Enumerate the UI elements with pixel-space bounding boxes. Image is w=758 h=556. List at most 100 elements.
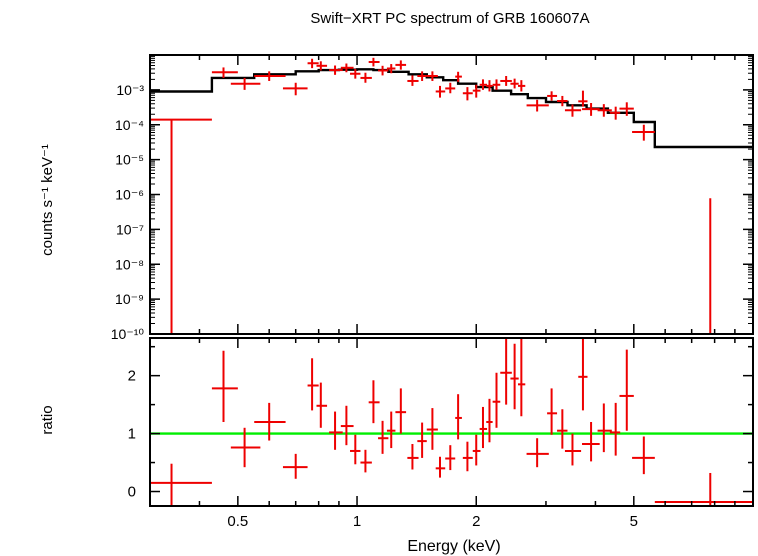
ratio-point-26 [500,338,512,405]
spectrum-point-17 [426,71,438,81]
spectrum-point-26 [500,75,512,86]
ratio-point-29 [526,438,549,468]
spectrum-point-16 [417,71,427,81]
ratio-point-10 [360,449,372,473]
spectrum-point-25 [492,79,501,90]
spectrum-point-24 [486,80,493,92]
spectrum-point-21 [462,87,473,101]
x-tick-label-0: 0.5 [227,513,248,530]
spectrum-data-points [150,57,753,335]
ratio-point-31 [557,409,568,449]
spectrum-point-3 [254,71,286,81]
spectrum-point-32 [564,104,582,117]
spectrum-point-30 [547,91,558,101]
spectrum-point-35 [597,104,612,117]
ratio-point-15 [407,444,419,470]
spectrum-point-28 [518,80,526,92]
ratio-point-33 [578,338,588,411]
ratio-point-6 [316,382,328,428]
spectrum-point-6 [316,61,328,71]
spectrum-panel: 10⁻³ 10⁻⁴ 10⁻⁵ 10⁻⁶ 10⁻⁷ 10⁻⁸ 10⁻⁹ 10⁻¹⁰ counts… [39,54,754,342]
spectrum-point-22 [472,84,481,98]
spectrum-point-37 [619,102,634,116]
spectrum-point-31 [557,95,568,107]
x-tick-label-1: 1 [353,513,361,530]
ratio-point-5 [307,358,319,411]
spectrum-point-2 [230,77,261,90]
spectrum-point-5 [307,58,319,69]
ratio-point-34 [582,422,600,462]
ratio-point-12 [378,420,389,454]
x-axis-label: Energy (keV) [407,538,500,555]
ratio-point-20 [455,394,462,440]
ratio-point-3 [254,402,286,441]
spectrum-point-1 [211,67,238,78]
ratio-point-13 [386,411,396,449]
spectrum-point-8 [340,63,354,73]
ratio-point-25 [492,372,501,428]
ratio-point-7 [329,411,343,450]
x-tick-label-2: 2 [472,513,480,530]
spectrum-y-tick-label-0: 10⁻³ [116,82,144,98]
chart-title: Swift−XRT PC spectrum of GRB 160607A [310,10,589,27]
spectrum-point-13 [386,64,396,74]
ratio-y-axis-label: ratio [39,405,56,434]
spectrum-point-4 [282,82,308,96]
spectrum-y-axis-label: counts s⁻¹ keV⁻¹ [39,144,56,256]
ratio-point-24 [486,398,493,443]
spectrum-point-19 [445,82,456,94]
ratio-point-11 [368,380,380,424]
spectrum-point-18 [435,85,446,98]
ratio-point-2 [230,427,261,468]
ratio-point-19 [445,445,456,471]
spectrum-point-27 [510,78,519,89]
spectrum-point-7 [329,65,343,75]
spectrum-y-tick-label-1: 10⁻⁴ [115,117,144,133]
ratio-point-0 [150,463,212,506]
ratio-data-points [150,338,753,506]
ratio-point-9 [350,434,361,465]
ratio-panel: 0.5 1 2 5 0 1 2 ratio Energy (keV) [39,337,754,555]
spectrum-point-33 [578,90,588,107]
ratio-axis-ticks: 0.5 1 2 5 0 1 2 [128,338,754,530]
spectrum-point-12 [378,65,389,76]
ratio-y-tick-label-2: 2 [128,368,136,385]
spectrum-y-tick-label-2: 10⁻⁵ [115,152,144,168]
ratio-point-39 [654,472,753,506]
spectrum-point-9 [350,68,361,79]
spectrum-panel-frame [149,54,754,335]
spectrum-y-tick-label-7: 10⁻¹⁰ [111,326,145,342]
ratio-point-16 [417,422,427,458]
ratio-point-35 [597,403,612,453]
ratio-y-tick-label-0: 0 [128,484,136,501]
ratio-point-21 [462,441,473,472]
spectrum-point-23 [479,79,488,90]
ratio-point-1 [211,350,238,422]
spectrum-point-15 [407,75,419,86]
spectrum-point-11 [368,57,380,67]
ratio-panel-frame [149,337,754,507]
ratio-point-28 [518,338,526,417]
spectrum-point-0 [150,118,212,334]
ratio-point-37 [619,349,634,431]
ratio-point-8 [340,405,354,446]
ratio-point-22 [472,434,481,466]
spectrum-point-20 [455,71,462,82]
spectrum-y-tick-label-6: 10⁻⁹ [115,291,144,307]
ratio-point-4 [282,453,308,479]
ratio-point-30 [547,388,558,435]
ratio-point-38 [632,436,655,475]
x-tick-label-3: 5 [630,513,638,530]
spectrum-point-29 [526,99,549,112]
spectrum-y-tick-label-5: 10⁻⁸ [115,256,144,272]
spectrum-point-39 [654,198,753,335]
ratio-point-18 [435,456,446,478]
ratio-point-14 [395,388,407,434]
ratio-point-23 [479,406,488,449]
ratio-y-tick-label-1: 1 [128,426,136,443]
ratio-point-27 [510,343,519,410]
spectrum-point-38 [632,124,655,141]
spectrum-point-10 [360,72,372,83]
ratio-point-32 [564,433,582,466]
